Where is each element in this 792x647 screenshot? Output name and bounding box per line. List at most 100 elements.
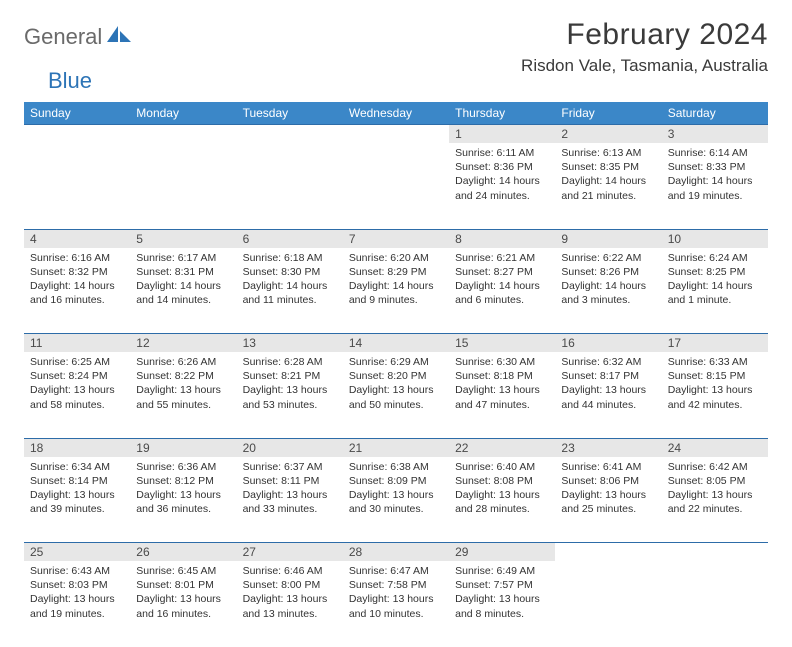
day-cell: Sunrise: 6:13 AMSunset: 8:35 PMDaylight:… <box>555 143 661 229</box>
day-cell: Sunrise: 6:30 AMSunset: 8:18 PMDaylight:… <box>449 352 555 438</box>
brand-part1: General <box>24 24 102 50</box>
daynum-row: 11121314151617 <box>24 334 768 353</box>
cell-line: Sunset: 8:29 PM <box>349 265 443 279</box>
day-cell: Sunrise: 6:41 AMSunset: 8:06 PMDaylight:… <box>555 457 661 543</box>
cell-line: and 30 minutes. <box>349 502 443 516</box>
day-cell: Sunrise: 6:49 AMSunset: 7:57 PMDaylight:… <box>449 561 555 647</box>
cell-line: Sunrise: 6:28 AM <box>243 355 337 369</box>
cell-line: Sunrise: 6:30 AM <box>455 355 549 369</box>
cell-line: Daylight: 14 hours <box>561 279 655 293</box>
cell-line: Sunrise: 6:43 AM <box>30 564 124 578</box>
day-number: 15 <box>449 334 555 353</box>
cell-line: and 19 minutes. <box>30 607 124 621</box>
day-number: 2 <box>555 125 661 144</box>
brand-sail-icon <box>107 26 131 42</box>
day-number <box>555 543 661 562</box>
cell-line: Daylight: 13 hours <box>30 488 124 502</box>
cell-line: Sunset: 8:33 PM <box>668 160 762 174</box>
day-cell: Sunrise: 6:28 AMSunset: 8:21 PMDaylight:… <box>237 352 343 438</box>
day-number <box>24 125 130 144</box>
daynum-row: 123 <box>24 125 768 144</box>
day-cell: Sunrise: 6:16 AMSunset: 8:32 PMDaylight:… <box>24 248 130 334</box>
day-cell: Sunrise: 6:14 AMSunset: 8:33 PMDaylight:… <box>662 143 768 229</box>
day-number: 9 <box>555 229 661 248</box>
day-cell: Sunrise: 6:21 AMSunset: 8:27 PMDaylight:… <box>449 248 555 334</box>
day-number: 6 <box>237 229 343 248</box>
cell-line: Sunrise: 6:33 AM <box>668 355 762 369</box>
cell-line: and 33 minutes. <box>243 502 337 516</box>
cell-line: and 1 minute. <box>668 293 762 307</box>
weekday-header-row: Sunday Monday Tuesday Wednesday Thursday… <box>24 102 768 125</box>
cell-line: Sunrise: 6:22 AM <box>561 251 655 265</box>
cell-line: and 47 minutes. <box>455 398 549 412</box>
day-cell: Sunrise: 6:22 AMSunset: 8:26 PMDaylight:… <box>555 248 661 334</box>
cell-line: Sunset: 8:12 PM <box>136 474 230 488</box>
day-number: 7 <box>343 229 449 248</box>
day-number: 10 <box>662 229 768 248</box>
cell-line: Sunrise: 6:24 AM <box>668 251 762 265</box>
cell-line: Daylight: 13 hours <box>30 383 124 397</box>
cell-line: Sunrise: 6:25 AM <box>30 355 124 369</box>
cell-line: Sunset: 7:58 PM <box>349 578 443 592</box>
cell-line: Daylight: 13 hours <box>349 592 443 606</box>
cell-line: and 9 minutes. <box>349 293 443 307</box>
cell-line: Daylight: 14 hours <box>561 174 655 188</box>
cell-line: Daylight: 13 hours <box>561 383 655 397</box>
location-label: Risdon Vale, Tasmania, Australia <box>521 56 768 76</box>
cell-line: Sunset: 8:35 PM <box>561 160 655 174</box>
cell-line: Daylight: 13 hours <box>136 383 230 397</box>
day-number: 4 <box>24 229 130 248</box>
cell-line: Sunrise: 6:16 AM <box>30 251 124 265</box>
calendar-table: Sunday Monday Tuesday Wednesday Thursday… <box>24 102 768 647</box>
day-number: 23 <box>555 438 661 457</box>
cell-line: Sunset: 8:36 PM <box>455 160 549 174</box>
day-cell <box>555 561 661 647</box>
cell-line: Daylight: 13 hours <box>561 488 655 502</box>
weekday-header: Friday <box>555 102 661 125</box>
cell-line: and 21 minutes. <box>561 189 655 203</box>
day-cell <box>343 143 449 229</box>
cell-line: Sunset: 8:26 PM <box>561 265 655 279</box>
daynum-row: 45678910 <box>24 229 768 248</box>
cell-line: Sunrise: 6:11 AM <box>455 146 549 160</box>
day-number: 17 <box>662 334 768 353</box>
cell-line: Sunrise: 6:13 AM <box>561 146 655 160</box>
cell-line: Daylight: 14 hours <box>243 279 337 293</box>
cell-line: Sunrise: 6:26 AM <box>136 355 230 369</box>
day-cell <box>130 143 236 229</box>
cell-line: Sunset: 8:01 PM <box>136 578 230 592</box>
cell-line: and 8 minutes. <box>455 607 549 621</box>
day-number: 26 <box>130 543 236 562</box>
cell-line: Sunrise: 6:36 AM <box>136 460 230 474</box>
day-cell: Sunrise: 6:29 AMSunset: 8:20 PMDaylight:… <box>343 352 449 438</box>
cell-line: Sunset: 8:08 PM <box>455 474 549 488</box>
cell-line: and 11 minutes. <box>243 293 337 307</box>
day-number: 5 <box>130 229 236 248</box>
cell-line: Daylight: 14 hours <box>455 279 549 293</box>
cell-line: Sunset: 8:05 PM <box>668 474 762 488</box>
day-cell: Sunrise: 6:25 AMSunset: 8:24 PMDaylight:… <box>24 352 130 438</box>
cell-line: Sunrise: 6:41 AM <box>561 460 655 474</box>
weekday-header: Saturday <box>662 102 768 125</box>
day-cell: Sunrise: 6:42 AMSunset: 8:05 PMDaylight:… <box>662 457 768 543</box>
cell-line: Sunset: 8:14 PM <box>30 474 124 488</box>
day-cell: Sunrise: 6:38 AMSunset: 8:09 PMDaylight:… <box>343 457 449 543</box>
cell-line: Sunrise: 6:20 AM <box>349 251 443 265</box>
day-number: 3 <box>662 125 768 144</box>
day-cell: Sunrise: 6:36 AMSunset: 8:12 PMDaylight:… <box>130 457 236 543</box>
cell-line: and 14 minutes. <box>136 293 230 307</box>
day-cell <box>662 561 768 647</box>
cell-line: Sunset: 8:21 PM <box>243 369 337 383</box>
cell-line: Sunrise: 6:49 AM <box>455 564 549 578</box>
daynum-row: 18192021222324 <box>24 438 768 457</box>
daynum-row: 2526272829 <box>24 543 768 562</box>
cell-line: Sunset: 8:03 PM <box>30 578 124 592</box>
cell-line: Sunset: 8:00 PM <box>243 578 337 592</box>
day-cell: Sunrise: 6:40 AMSunset: 8:08 PMDaylight:… <box>449 457 555 543</box>
weekday-header: Tuesday <box>237 102 343 125</box>
cell-line: and 13 minutes. <box>243 607 337 621</box>
cell-line: and 22 minutes. <box>668 502 762 516</box>
content-row: Sunrise: 6:34 AMSunset: 8:14 PMDaylight:… <box>24 457 768 543</box>
day-number: 18 <box>24 438 130 457</box>
cell-line: and 16 minutes. <box>30 293 124 307</box>
